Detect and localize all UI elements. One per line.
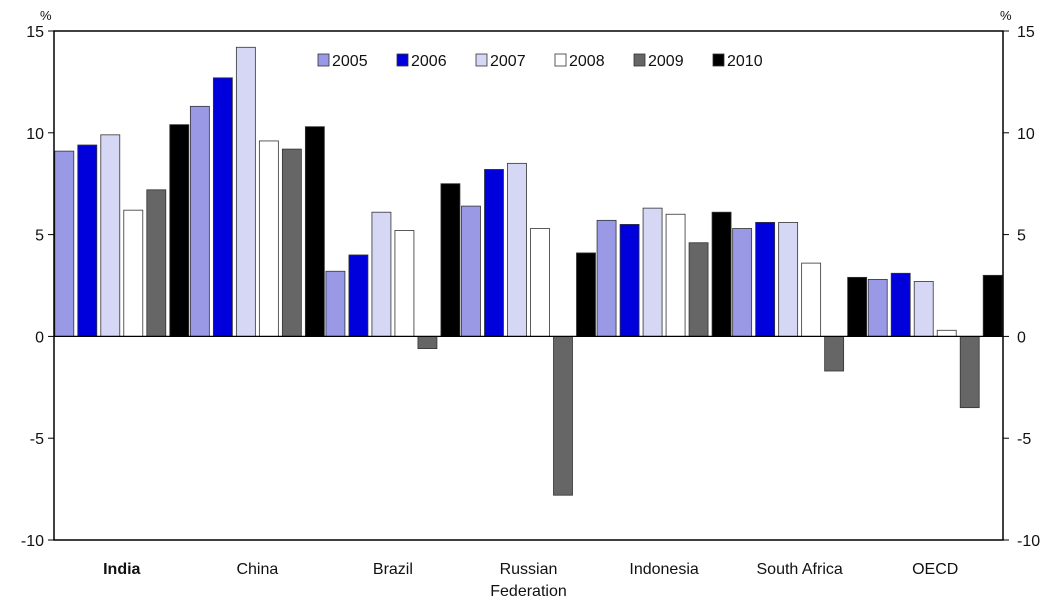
category-label: Indonesia — [629, 561, 698, 578]
axes-layer — [48, 30, 1009, 541]
bar-2007-1 — [235, 46, 256, 337]
legend-swatch-2010 — [712, 53, 725, 67]
bar-2006-1 — [212, 77, 233, 337]
legend-swatch-2007 — [475, 53, 488, 67]
bar-2009-3 — [553, 335, 573, 496]
legend-label-2008: 2008 — [569, 53, 605, 70]
legend-label-2009: 2009 — [648, 53, 684, 70]
bar-2005-2 — [325, 270, 346, 337]
y-tick-label-left: -10 — [21, 533, 44, 550]
bars-layer — [54, 46, 1003, 496]
bar-2008-2 — [394, 230, 415, 337]
legend-label-2005: 2005 — [332, 53, 368, 70]
bar-2006-6 — [890, 272, 911, 337]
bar-2009-6 — [959, 335, 980, 409]
legend-swatch-2008 — [554, 53, 567, 67]
bar-2007-0 — [100, 134, 121, 337]
bar-2009-2 — [417, 335, 438, 350]
y-unit-left: % — [40, 8, 52, 23]
bar-2008-6 — [936, 329, 957, 337]
y-tick-label-right: -5 — [1017, 431, 1031, 448]
bar-2009-4 — [688, 242, 709, 337]
bar-2009-0 — [146, 189, 167, 337]
y-tick-label-left: -5 — [30, 431, 44, 448]
category-label: China — [236, 561, 278, 578]
bar-2009-1 — [281, 148, 302, 337]
y-tick-label-left: 10 — [26, 126, 44, 143]
category-label: India — [103, 561, 140, 578]
bar-2010-2 — [440, 183, 461, 337]
bar-2006-3 — [484, 169, 504, 337]
bar-2008-0 — [123, 209, 144, 337]
bar-2010-6 — [982, 274, 1003, 337]
legend: 2005 2006 2007 2008 2009 2010 — [317, 53, 763, 70]
bar-2010-1 — [304, 126, 325, 337]
legend-swatch-2006 — [396, 53, 409, 67]
bar-2010-3 — [576, 252, 596, 337]
y-tick-label-right: 0 — [1017, 329, 1026, 346]
bar-2007-3 — [507, 162, 527, 337]
legend-swatch-2005 — [317, 53, 330, 67]
y-unit-right: % — [1000, 8, 1012, 23]
bar-2006-2 — [348, 254, 369, 337]
y-tick-label-left: 5 — [35, 228, 44, 245]
category-label: Brazil — [373, 561, 413, 578]
bar-2006-5 — [755, 221, 776, 337]
category-label: OECD — [912, 561, 958, 578]
bar-2005-6 — [867, 278, 888, 337]
bar-2010-5 — [847, 276, 868, 337]
y-tick-label-right: 5 — [1017, 228, 1026, 245]
bar-2005-5 — [732, 228, 753, 337]
plot-frame — [53, 30, 1004, 541]
bar-2005-4 — [596, 219, 617, 337]
category-label: Russian Federation — [490, 561, 567, 600]
bar-2007-5 — [778, 221, 799, 337]
bar-2005-0 — [54, 150, 75, 337]
category-label: South Africa — [757, 561, 843, 578]
y-tick-label-left: 15 — [26, 24, 44, 41]
legend-label-2007: 2007 — [490, 53, 526, 70]
bar-2007-4 — [642, 207, 663, 337]
bar-2007-6 — [913, 281, 934, 337]
bar-2007-2 — [371, 211, 392, 337]
bar-2009-5 — [824, 335, 845, 372]
y-tick-label-right: -10 — [1017, 533, 1040, 550]
bar-2008-1 — [258, 140, 279, 337]
bar-2010-4 — [711, 211, 732, 337]
bar-2005-3 — [461, 205, 481, 337]
y-tick-label-right: 15 — [1017, 24, 1035, 41]
labels-layer: 15 10 5 0 -5 -10 15 10 5 0 -5 -10% % India China Brazil… — [21, 8, 1040, 600]
y-tick-label-left: 0 — [35, 329, 44, 346]
bar-2008-3 — [530, 228, 550, 337]
legend-swatch-2009 — [633, 53, 646, 67]
bar-2006-0 — [77, 144, 98, 337]
bar-2005-1 — [189, 105, 210, 337]
bar-2008-5 — [801, 262, 822, 337]
legend-label-2010: 2010 — [727, 53, 763, 70]
y-tick-label-right: 10 — [1017, 126, 1035, 143]
bar-2008-4 — [665, 213, 686, 337]
legend-label-2006: 2006 — [411, 53, 447, 70]
bar-2006-4 — [619, 224, 640, 337]
bar-2010-0 — [169, 124, 190, 337]
